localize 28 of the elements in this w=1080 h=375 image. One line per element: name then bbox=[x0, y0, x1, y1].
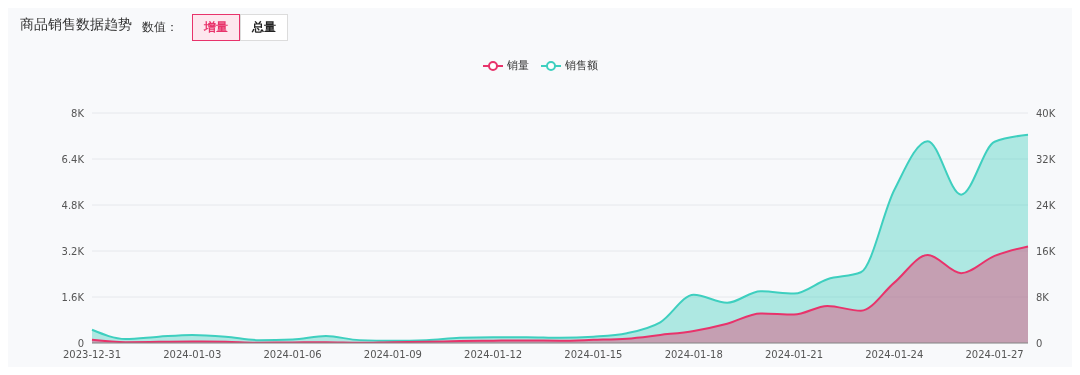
text: 总量 bbox=[240, 14, 288, 41]
y-tick-label: 8K bbox=[71, 107, 85, 119]
y-tick-label: 6.4K bbox=[61, 153, 85, 165]
y2-tick-label: 16K bbox=[1036, 245, 1056, 257]
chart-title: 商品销售数据趋势 bbox=[20, 16, 132, 34]
y-tick-label: 0 bbox=[77, 337, 84, 349]
y-tick-label: 4.8K bbox=[61, 199, 85, 211]
x-tick-label: 2024-01-27 bbox=[965, 349, 1024, 361]
text: 数值： bbox=[142, 19, 178, 36]
y2-tick-label: 24K bbox=[1036, 199, 1056, 211]
text: 增量 bbox=[192, 14, 240, 41]
x-tick-label: 2024-01-15 bbox=[564, 349, 623, 361]
legend-label: 销售额 bbox=[564, 58, 598, 73]
x-tick-label: 2024-01-21 bbox=[764, 349, 824, 361]
x-tick-label: 2024-01-03 bbox=[163, 349, 222, 361]
x-tick-label: 2023-12-31 bbox=[62, 349, 122, 361]
x-tick-label: 2024-01-06 bbox=[263, 349, 322, 361]
x-tick-label: 2024-01-12 bbox=[464, 349, 523, 361]
y2-tick-label: 8K bbox=[1036, 291, 1050, 303]
y2-tick-label: 40K bbox=[1036, 107, 1056, 119]
y-tick-label: 3.2K bbox=[61, 245, 85, 257]
y2-tick-label: 0 bbox=[1036, 337, 1043, 349]
x-tick-label: 2024-01-24 bbox=[865, 349, 924, 361]
x-tick-label: 2024-01-18 bbox=[664, 349, 723, 361]
legend-label: 销量 bbox=[506, 58, 529, 73]
y2-tick-label: 32K bbox=[1036, 153, 1056, 165]
x-tick-label: 2024-01-09 bbox=[363, 349, 422, 361]
y-tick-label: 1.6K bbox=[61, 291, 85, 303]
